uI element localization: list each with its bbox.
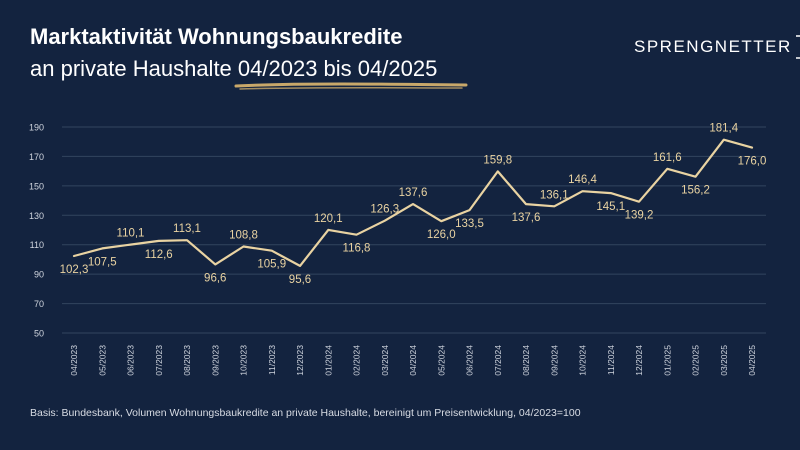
- y-tick-label: 190: [29, 123, 44, 133]
- sprengnetter-logo: SPRENGNETTER: [634, 34, 800, 60]
- y-tick-label: 90: [34, 270, 44, 280]
- data-label: 110,1: [117, 228, 145, 240]
- x-tick-label: 10/2023: [239, 345, 249, 376]
- data-label: 136,1: [540, 189, 569, 201]
- data-label: 102,3: [60, 264, 89, 276]
- data-label: 95,6: [289, 274, 311, 286]
- x-tick-label: 02/2025: [691, 345, 701, 376]
- subtitle-highlight-text: 04/2023 bis 04/2025: [237, 56, 438, 81]
- x-tick-label: 04/2025: [747, 345, 757, 376]
- data-label: 137,6: [399, 187, 428, 199]
- highlight-underline: [234, 82, 468, 90]
- x-tick-label: 04/2024: [408, 345, 418, 376]
- y-tick-labels: 50 70 90 110 130 150 170 190: [29, 123, 44, 339]
- data-label: 161,6: [653, 152, 682, 164]
- data-label: 105,9: [257, 259, 286, 271]
- x-tick-label: 09/2024: [549, 345, 559, 376]
- data-label: 96,6: [204, 272, 226, 284]
- x-tick-label: 04/2023: [69, 345, 79, 376]
- x-tick-label: 01/2025: [662, 345, 672, 376]
- x-tick-labels: 04/2023 05/2023 06/2023 07/2023 08/2023 09/20…: [69, 345, 757, 376]
- x-tick-label: 11/2023: [267, 345, 277, 375]
- x-tick-label: 07/2024: [493, 345, 503, 376]
- y-tick-label: 50: [34, 329, 44, 339]
- chart-subtitle: an private Haushalte 04/2023 bis 04/2025: [30, 52, 468, 90]
- x-tick-label: 09/2023: [210, 345, 220, 376]
- series-line: [72, 138, 754, 267]
- y-tick-label: 110: [30, 240, 44, 250]
- chart-title: Marktaktivität Wohnungsbaukredite: [30, 24, 403, 49]
- data-label: 145,1: [596, 201, 625, 213]
- y-tick-label: 130: [29, 211, 44, 221]
- x-tick-label: 07/2023: [154, 345, 164, 376]
- data-label: 133,5: [455, 218, 484, 230]
- x-tick-label: 06/2024: [465, 345, 475, 376]
- data-label: 113,1: [173, 223, 201, 235]
- data-label: 137,6: [512, 212, 541, 224]
- data-label: 139,2: [625, 210, 654, 222]
- x-tick-label: 03/2024: [380, 345, 390, 376]
- data-label: 126,0: [427, 229, 456, 241]
- x-tick-label: 11/2024: [606, 345, 616, 375]
- y-tick-label: 70: [34, 299, 44, 309]
- y-tick-label: 170: [29, 152, 44, 162]
- x-tick-label: 10/2024: [578, 345, 588, 376]
- x-tick-label: 05/2023: [97, 345, 107, 376]
- data-label: 126,3: [370, 204, 399, 216]
- data-label: 156,2: [681, 185, 710, 197]
- y-tick-label: 150: [29, 181, 44, 191]
- data-label: 108,8: [229, 229, 258, 241]
- x-tick-label: 08/2024: [521, 345, 531, 376]
- data-label: 159,8: [483, 154, 512, 166]
- x-tick-label: 03/2025: [719, 345, 729, 376]
- title-block: Marktaktivität Wohnungsbaukredite an pri…: [30, 22, 468, 90]
- x-tick-label: 02/2024: [352, 345, 362, 376]
- x-tick-label: 12/2024: [634, 345, 644, 376]
- data-label: 112,6: [145, 249, 173, 261]
- data-label: 146,4: [568, 174, 597, 186]
- subtitle-prefix: an private Haushalte: [30, 56, 238, 81]
- data-label: 120,1: [314, 213, 343, 225]
- grid-layer: [62, 126, 766, 334]
- data-label: 176,0: [738, 156, 767, 168]
- x-tick-label: 06/2023: [126, 345, 136, 376]
- logo-text: SPRENGNETTER: [634, 37, 792, 56]
- source-note: Basis: Bundesbank, Volumen Wohnungsbaukr…: [30, 407, 581, 419]
- x-tick-label: 12/2023: [295, 345, 305, 376]
- subtitle-highlight: 04/2023 bis 04/2025: [234, 52, 468, 90]
- x-tick-label: 08/2023: [182, 345, 192, 376]
- data-label: 116,8: [343, 243, 371, 255]
- data-label: 107,5: [88, 256, 117, 268]
- data-label: 181,4: [709, 123, 738, 135]
- series-line-layer: [72, 138, 754, 267]
- x-tick-label: 01/2024: [323, 345, 333, 376]
- x-tick-label: 05/2024: [436, 345, 446, 376]
